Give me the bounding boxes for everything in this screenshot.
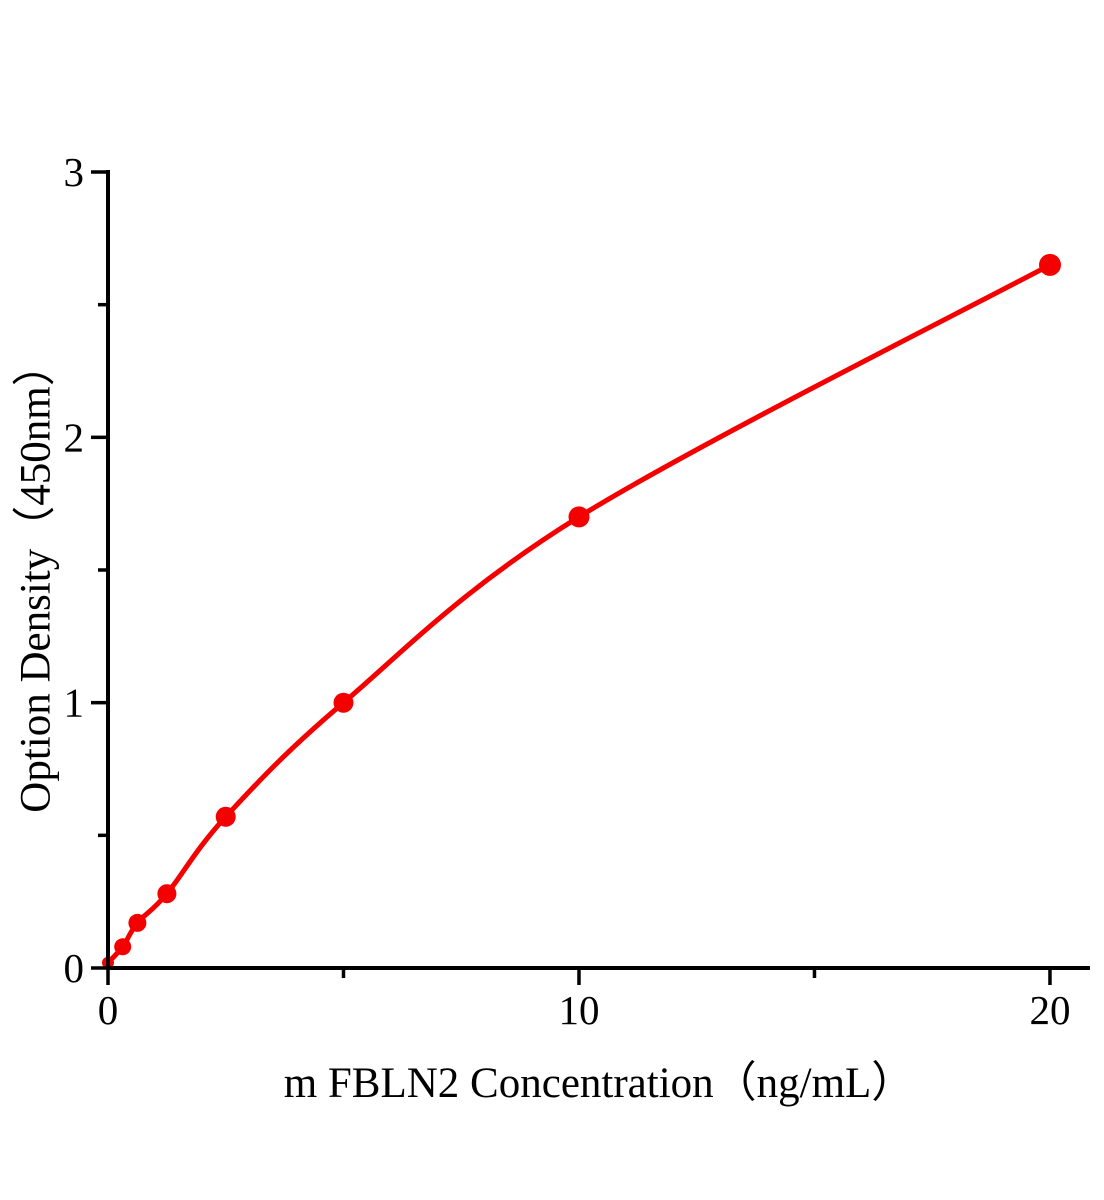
data-point — [333, 692, 354, 713]
axes — [91, 170, 1090, 985]
x-tick-label: 0 — [98, 987, 119, 1033]
x-axis-title: m FBLN2 Concentration（ng/mL） — [283, 1060, 915, 1107]
data-point — [128, 913, 147, 932]
standard-curve-series — [102, 253, 1061, 969]
y-tick-label: 0 — [64, 945, 85, 991]
data-point — [157, 884, 177, 904]
tick-labels: 0 10 20 0 1 2 3 — [64, 149, 1071, 1033]
data-point — [568, 506, 590, 528]
y-tick-label: 2 — [64, 414, 85, 460]
data-point — [1039, 253, 1061, 276]
x-tick-label: 10 — [559, 987, 600, 1033]
data-point — [114, 938, 132, 956]
data-point — [215, 806, 236, 827]
y-tick-label: 1 — [64, 680, 85, 726]
y-tick-label: 3 — [64, 149, 85, 195]
x-tick-label: 20 — [1030, 987, 1071, 1033]
curve-line — [105, 262, 1053, 966]
y-axis-title: Option Density（450nm） — [12, 343, 60, 813]
